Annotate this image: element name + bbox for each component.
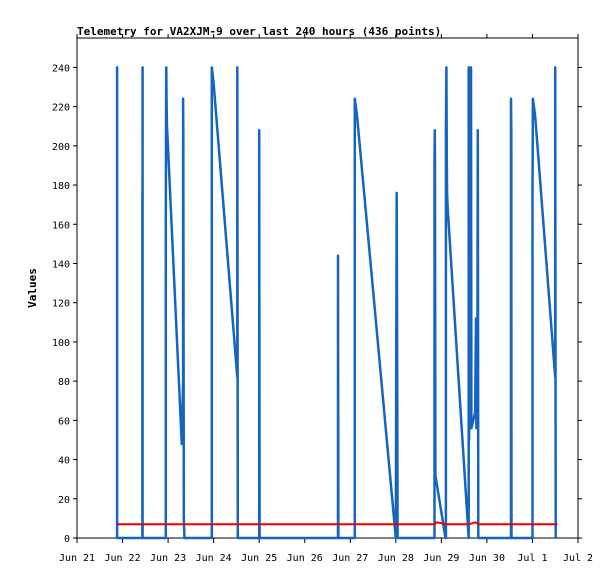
x-tick-label: Jun 25 xyxy=(241,553,277,564)
x-tick-label: Jun 30 xyxy=(469,553,505,564)
y-tick-label: 40 xyxy=(58,456,70,467)
y-tick-label: 240 xyxy=(52,63,70,74)
y-axis-label: Values xyxy=(26,268,39,308)
series-line-red xyxy=(117,521,558,526)
x-tick-label: Jun 26 xyxy=(287,553,323,564)
x-tick-label: Jun 28 xyxy=(378,553,414,564)
x-tick-label: Jul 2 xyxy=(563,553,593,564)
y-tick-label: 120 xyxy=(52,299,70,310)
y-tick-label: 100 xyxy=(52,338,70,349)
y-axis: 0 20 40 60 80 100 120 140 160 180 200 220 240 xyxy=(52,63,582,545)
y-tick-label: 20 xyxy=(58,495,70,506)
x-tick-label: Jun 27 xyxy=(332,553,368,564)
y-tick-label: 140 xyxy=(52,259,70,270)
y-tick-label: 200 xyxy=(52,142,70,153)
y-tick-label: 160 xyxy=(52,220,70,231)
x-axis: Jun 21 Jun 22 Jun 23 Jun 24 Jun 25 Jun 26 Jun … xyxy=(59,34,593,564)
x-tick-label: Jun 23 xyxy=(150,553,186,564)
y-tick-label: 80 xyxy=(58,377,70,388)
data-series xyxy=(115,66,558,540)
x-tick-label: Jun 21 xyxy=(59,553,95,564)
x-tick-label: Jul 1 xyxy=(517,553,547,564)
y-tick-label: 220 xyxy=(52,103,70,114)
y-tick-label: 180 xyxy=(52,181,70,192)
x-tick-label: Jun 22 xyxy=(104,553,140,564)
x-tick-label: Jun 29 xyxy=(423,553,459,564)
series-line-blue xyxy=(115,66,557,540)
plot-frame xyxy=(76,37,579,539)
y-tick-label: 0 xyxy=(64,534,70,545)
x-tick-label: Jun 24 xyxy=(196,553,232,564)
y-tick-label: 60 xyxy=(58,416,70,427)
